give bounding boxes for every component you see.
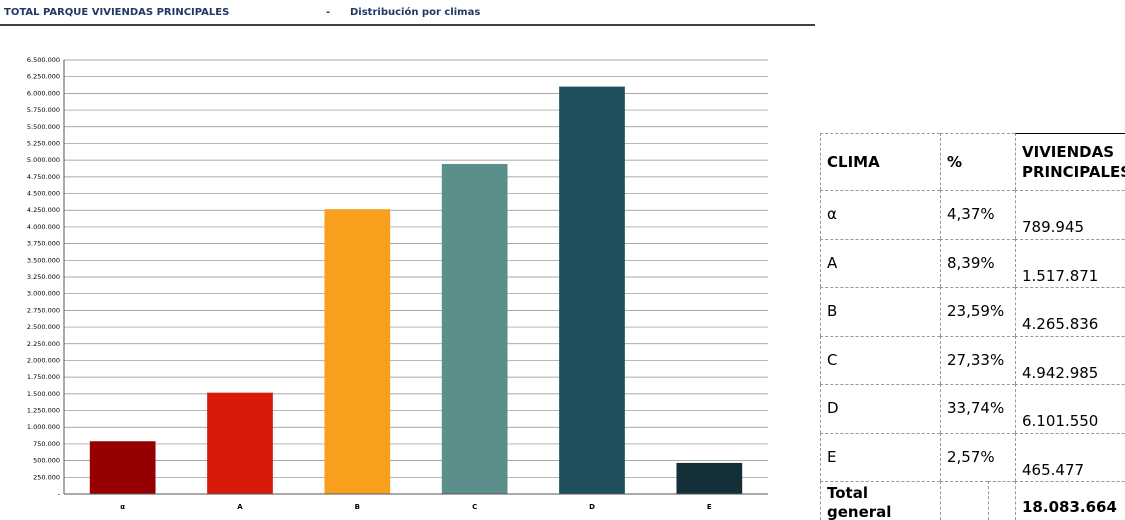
x-tick-label: D: [589, 503, 595, 511]
x-tick-label: α: [120, 503, 125, 511]
bar: [89, 441, 156, 494]
table-header: VIVIENDAS PRINCIPALES: [1015, 133, 1125, 190]
y-tick-label: 3.500.000: [27, 256, 60, 264]
y-tick-label: 6.250.000: [27, 73, 60, 81]
y-tick-label: 1.750.000: [27, 373, 60, 381]
table-cell: A: [820, 238, 940, 287]
y-tick-label: 2.500.000: [27, 323, 60, 331]
y-tick-label: 5.000.000: [27, 156, 60, 164]
table-cell: 789.945: [1015, 190, 1125, 239]
empty-cell: [988, 481, 1015, 520]
title-separator: -: [326, 7, 330, 18]
x-tick-label: A: [237, 503, 243, 511]
table-cell: 33,74%: [940, 384, 1015, 433]
x-tick-label: B: [355, 503, 360, 511]
table-cell: C: [820, 335, 940, 384]
table-cell: 4.942.985: [1015, 335, 1125, 384]
table-cell: E: [820, 432, 940, 481]
y-tick-label: 4.500.000: [27, 190, 60, 198]
x-tick-label: C: [472, 503, 477, 511]
y-tick-label: 3.250.000: [27, 273, 60, 281]
y-tick-label: 5.250.000: [27, 139, 60, 147]
bar: [676, 462, 743, 494]
table-cell: 6.101.550: [1015, 384, 1125, 433]
y-tick-label: 6.500.000: [27, 56, 60, 64]
x-tick-label: E: [707, 503, 712, 511]
chart: TOTAL PARQUE VIVIENDAS PRINCIPALES - Dis…: [0, 6, 815, 511]
y-tick-label: 2.750.000: [27, 306, 60, 314]
bar: [441, 163, 508, 494]
table: CLIMA % VIVIENDAS PRINCIPALES α 4,37% 789.…: [820, 133, 1125, 520]
y-tick-label: 500.000: [33, 457, 60, 465]
y-tick-label: 2.000.000: [27, 356, 60, 364]
table-header: %: [940, 133, 1015, 190]
chart-title: TOTAL PARQUE VIVIENDAS PRINCIPALES: [4, 7, 229, 18]
total-label: Total general: [820, 481, 940, 520]
bar: [324, 209, 391, 495]
total-value: 18.083.664: [1015, 481, 1125, 520]
y-tick-label: 3.750.000: [27, 240, 60, 248]
bar: [559, 86, 625, 495]
table-cell: 8,39%: [940, 238, 1015, 287]
y-tick-label: 4.750.000: [27, 173, 60, 181]
y-tick-label: 750.000: [33, 440, 60, 448]
table-cell: D: [820, 384, 940, 433]
y-tick-label: 5.500.000: [27, 123, 60, 131]
y-tick-label: 5.750.000: [27, 106, 60, 114]
y-tick-label: 1.250.000: [27, 407, 60, 415]
table-cell: 4,37%: [940, 190, 1015, 239]
y-tick-label: 4.000.000: [27, 223, 60, 231]
y-tick-label: 1.000.000: [27, 423, 60, 431]
y-tick-label: 1.500.000: [27, 390, 60, 398]
y-tick-label: 250.000: [33, 473, 60, 481]
chart-subtitle: Distribución por climas: [350, 6, 480, 18]
table-cell: 4.265.836: [1015, 287, 1125, 336]
table-cell: 23,59%: [940, 287, 1015, 336]
table-cell: α: [820, 190, 940, 239]
table-header: CLIMA: [820, 133, 940, 190]
table-cell: 1.517.871: [1015, 238, 1125, 287]
y-tick-label: 3.000.000: [27, 290, 60, 298]
table-cell: 27,33%: [940, 335, 1015, 384]
bar: [207, 392, 273, 494]
table-cell: 465.477: [1015, 432, 1125, 481]
y-tick-label: 4.250.000: [27, 206, 60, 214]
y-tick-label: 2.250.000: [27, 340, 60, 348]
table-cell: 2,57%: [940, 432, 1015, 481]
y-tick-label: -: [58, 490, 61, 498]
y-tick-label: 6.000.000: [27, 89, 60, 97]
table-cell: B: [820, 287, 940, 336]
empty-cell: [940, 481, 988, 520]
